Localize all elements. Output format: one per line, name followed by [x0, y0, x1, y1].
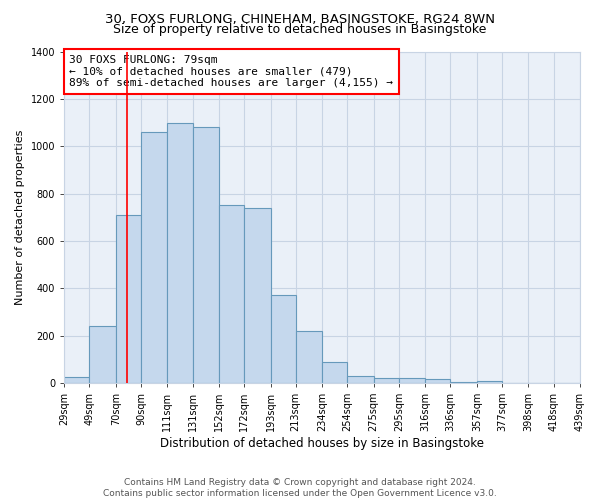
- Bar: [374, 378, 399, 383]
- X-axis label: Distribution of detached houses by size in Basingstoke: Distribution of detached houses by size …: [160, 437, 484, 450]
- Bar: [425, 380, 451, 383]
- Bar: [451, 382, 477, 383]
- Bar: [64, 377, 89, 383]
- Bar: [193, 128, 219, 383]
- Text: Size of property relative to detached houses in Basingstoke: Size of property relative to detached ho…: [113, 22, 487, 36]
- Bar: [477, 380, 502, 383]
- Bar: [347, 376, 374, 383]
- Bar: [89, 326, 116, 383]
- Bar: [116, 215, 141, 383]
- Bar: [219, 206, 244, 383]
- Text: Contains HM Land Registry data © Crown copyright and database right 2024.
Contai: Contains HM Land Registry data © Crown c…: [103, 478, 497, 498]
- Bar: [296, 331, 322, 383]
- Bar: [399, 378, 425, 383]
- Y-axis label: Number of detached properties: Number of detached properties: [15, 130, 25, 305]
- Bar: [271, 296, 296, 383]
- Text: 30, FOXS FURLONG, CHINEHAM, BASINGSTOKE, RG24 8WN: 30, FOXS FURLONG, CHINEHAM, BASINGSTOKE,…: [105, 12, 495, 26]
- Bar: [322, 362, 347, 383]
- Bar: [167, 122, 193, 383]
- Bar: [141, 132, 167, 383]
- Bar: [244, 208, 271, 383]
- Text: 30 FOXS FURLONG: 79sqm
← 10% of detached houses are smaller (479)
89% of semi-de: 30 FOXS FURLONG: 79sqm ← 10% of detached…: [70, 55, 394, 88]
